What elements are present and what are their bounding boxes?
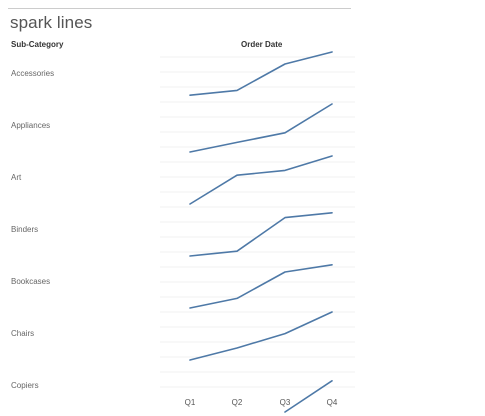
row-label-copiers: Copiers bbox=[11, 381, 39, 390]
spark-line-bookcases[interactable] bbox=[189, 264, 333, 309]
row-label-art: Art bbox=[11, 173, 22, 182]
title-divider bbox=[8, 8, 351, 9]
spark-line-appliances[interactable] bbox=[189, 103, 333, 153]
spark-line-accessories[interactable] bbox=[189, 51, 333, 96]
spark-line-copiers[interactable] bbox=[284, 380, 333, 413]
row-label-binders: Binders bbox=[11, 225, 39, 234]
row-label-bookcases: Bookcases bbox=[11, 277, 51, 286]
quarter-label-q1: Q1 bbox=[184, 398, 196, 407]
quarter-label-q4: Q4 bbox=[326, 398, 338, 407]
row-label-chairs: Chairs bbox=[11, 329, 35, 338]
page-title: spark lines bbox=[10, 13, 93, 32]
spark-line-chairs[interactable] bbox=[189, 311, 333, 361]
spark-line-binders[interactable] bbox=[189, 212, 333, 257]
order-date-header[interactable]: Order Date bbox=[241, 40, 283, 49]
row-label-accessories: Accessories bbox=[11, 69, 55, 78]
spark-line-art[interactable] bbox=[189, 155, 333, 205]
sub-category-header[interactable]: Sub-Category bbox=[11, 40, 64, 49]
quarter-label-q2: Q2 bbox=[231, 398, 243, 407]
quarter-label-q3: Q3 bbox=[279, 398, 291, 407]
row-label-appliances: Appliances bbox=[11, 121, 51, 130]
